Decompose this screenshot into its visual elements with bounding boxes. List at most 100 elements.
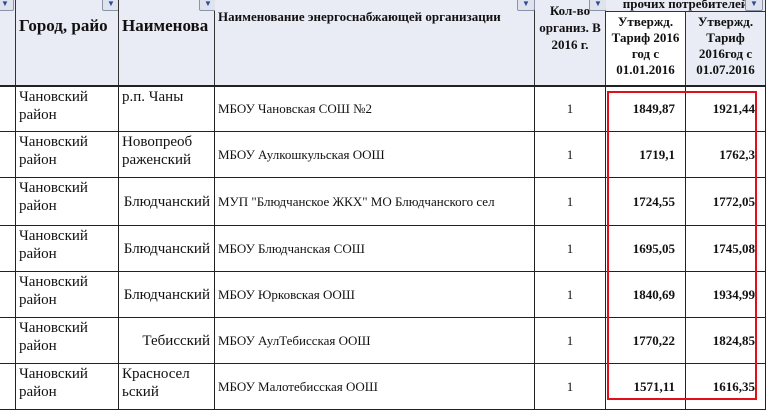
cell-text: 1571,11 (633, 378, 675, 394)
col-label: Наименова (122, 16, 209, 35)
row-header[interactable] (0, 178, 16, 226)
cell-t1[interactable]: 1770,22 (606, 318, 686, 364)
col-label: Кол-во организ. В 2016 г. (539, 3, 601, 52)
cell-locality[interactable]: р.п. Чаны (119, 87, 215, 132)
row-header[interactable] (0, 87, 16, 132)
cell-t1[interactable]: 1724,55 (606, 178, 686, 226)
cell-text: 1824,85 (712, 332, 755, 348)
cell-text: 1616,35 (712, 378, 755, 394)
cell-locality[interactable]: Красносел ьский (119, 364, 215, 410)
col-header-org: Наименование энергоснабжающей организаци… (215, 0, 535, 86)
cell-text: МБОУ Блюдчанская СОШ (218, 240, 365, 256)
cell-district[interactable]: Чановский район (16, 364, 119, 410)
cell-text: 1 (566, 286, 574, 302)
col-header-city: Город, райо ▼ (16, 0, 119, 86)
filter-dropdown-icon[interactable]: ▼ (102, 0, 118, 11)
row-header[interactable] (0, 364, 16, 410)
cell-org[interactable]: МБОУ АулТебисская ООШ (215, 318, 535, 364)
cell-text: 1921,44 (712, 101, 755, 116)
cell-text: 1 (566, 240, 574, 256)
cell-count[interactable]: 1 (535, 178, 606, 226)
cell-text: Чановский район (19, 89, 88, 123)
col-group-header: прочих потребителей (606, 0, 766, 12)
cell-locality[interactable]: Блюдчанский (119, 226, 215, 272)
cell-text: МБОУ Юрковская ООШ (218, 286, 355, 302)
cell-district[interactable]: Чановский район (16, 318, 119, 364)
cell-count[interactable]: 1 (535, 132, 606, 178)
cell-org[interactable]: МБОУ Юрковская ООШ (215, 272, 535, 318)
cell-org[interactable]: МБОУ Малотебисская ООШ (215, 364, 535, 410)
cell-text: Новопреоб раженский (122, 134, 193, 168)
cell-count[interactable]: 1 (535, 226, 606, 272)
cell-text: МУП "Блюдчанское ЖКХ" МО Блюдчанского се… (218, 193, 495, 209)
cell-text: 1934,99 (712, 286, 755, 302)
cell-text: МБОУ Аулкошкульская ООШ (218, 146, 385, 162)
cell-org[interactable]: МБОУ Аулкошкульская ООШ (215, 132, 535, 178)
cell-text: р.п. Чаны (122, 89, 184, 105)
cell-text: 1 (566, 146, 574, 162)
cell-district[interactable]: Чановский район (16, 226, 119, 272)
cell-text: Тебисский (142, 332, 210, 349)
col-label: прочих потребителей (622, 0, 749, 11)
cell-count[interactable]: 1 (535, 272, 606, 318)
cell-text: 1 (566, 193, 574, 209)
cell-text: МБОУ АулТебисская ООШ (218, 332, 371, 348)
cell-text: 1724,55 (632, 193, 675, 209)
row-header[interactable] (0, 132, 16, 178)
filter-dropdown-icon[interactable]: ▼ (589, 0, 607, 11)
col-header-count: Кол-во организ. В 2016 г. ▼ (535, 0, 607, 86)
cell-locality[interactable]: Тебисский (119, 318, 215, 364)
cell-t1[interactable]: 1840,69 (606, 272, 686, 318)
cell-count[interactable]: 1 (535, 318, 606, 364)
filter-dropdown-icon[interactable]: ▼ (0, 0, 14, 11)
col-header-tariff1: Утвержд. Тариф 2016 год с 01.01.2016 (606, 12, 686, 86)
cell-locality[interactable]: Блюдчанский (119, 272, 215, 318)
cell-text: 1849,87 (632, 101, 675, 116)
cell-org[interactable]: МУП "Блюдчанское ЖКХ" МО Блюдчанского се… (215, 178, 535, 226)
cell-district[interactable]: Чановский район (16, 178, 119, 226)
cell-text: Блюдчанский (123, 286, 210, 303)
cell-text: Чановский район (19, 320, 88, 354)
row-header[interactable] (0, 226, 16, 272)
cell-district[interactable]: Чановский район (16, 87, 119, 132)
cell-count[interactable]: 1 (535, 87, 606, 132)
cell-text: 1840,69 (632, 286, 675, 302)
col-label: Наименование энергоснабжающей организаци… (218, 9, 501, 24)
filter-dropdown-icon[interactable]: ▼ (745, 0, 763, 11)
cell-text: Чановский район (19, 366, 88, 400)
highlight-box (607, 91, 757, 400)
col-header-tariff2: Утвержд. Тариф 2016год с 01.07.2016 (686, 12, 766, 86)
col-header-name: Наименова ▼ (119, 0, 217, 86)
cell-locality[interactable]: Новопреоб раженский (119, 132, 215, 178)
cell-text: 1719,1 (639, 146, 675, 162)
cell-text: 1772,05 (712, 193, 755, 209)
cell-text: 1762,3 (719, 146, 755, 162)
cell-text: Чановский район (19, 228, 88, 262)
cell-text: 1 (566, 332, 574, 348)
cell-text: 1695,05 (632, 240, 675, 256)
cell-text: Чановский район (19, 274, 88, 308)
cell-locality[interactable]: Блюдчанский (119, 178, 215, 226)
cell-district[interactable]: Чановский район (16, 132, 119, 178)
cell-org[interactable]: МБОУ Чановская СОШ №2 (215, 87, 535, 132)
col-label: Утвержд. Тариф 2016 год с 01.01.2016 (611, 14, 680, 77)
cell-text: МБОУ Малотебисская ООШ (218, 378, 378, 394)
col-label: Утвержд. Тариф 2016год с 01.07.2016 (696, 14, 755, 77)
row-header[interactable] (0, 318, 16, 364)
row-header[interactable] (0, 272, 16, 318)
cell-t1[interactable]: 1849,87 (606, 87, 686, 132)
filter-dropdown-icon[interactable]: ▼ (517, 0, 535, 11)
cell-text: 1770,22 (632, 332, 675, 348)
cell-org[interactable]: МБОУ Блюдчанская СОШ (215, 226, 535, 272)
col-label: Город, райо (19, 16, 108, 35)
cell-text: Блюдчанский (123, 240, 210, 257)
row-header-cell: ▼ (0, 0, 16, 86)
cell-text: 1 (566, 378, 574, 394)
cell-text: Чановский район (19, 134, 88, 168)
cell-t1[interactable]: 1695,05 (606, 226, 686, 272)
cell-count[interactable]: 1 (535, 364, 606, 410)
cell-text: 1 (566, 101, 574, 116)
cell-district[interactable]: Чановский район (16, 272, 119, 318)
cell-t1[interactable]: 1719,1 (606, 132, 686, 178)
cell-text: МБОУ Чановская СОШ №2 (218, 101, 373, 116)
